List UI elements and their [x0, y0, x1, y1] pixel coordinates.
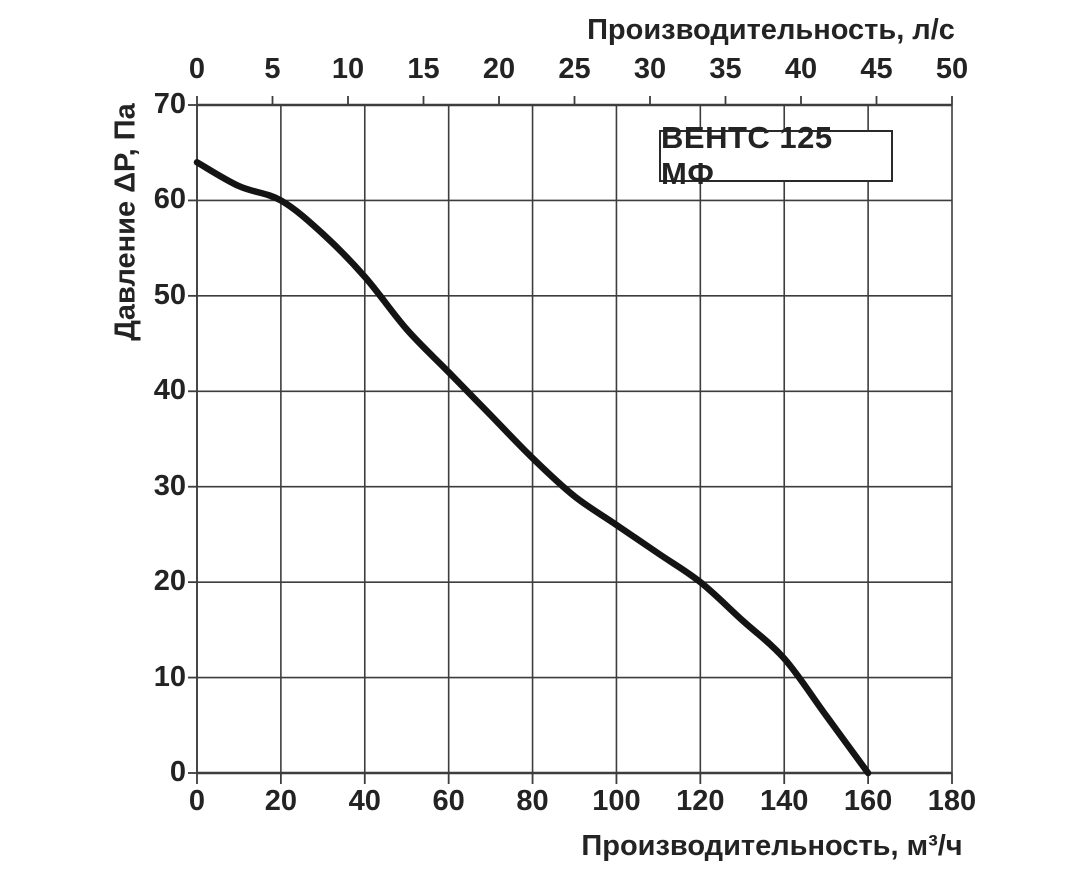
model-label-box: ВЕНТС 125 МФ	[659, 120, 893, 191]
performance-curve	[193, 159, 872, 777]
